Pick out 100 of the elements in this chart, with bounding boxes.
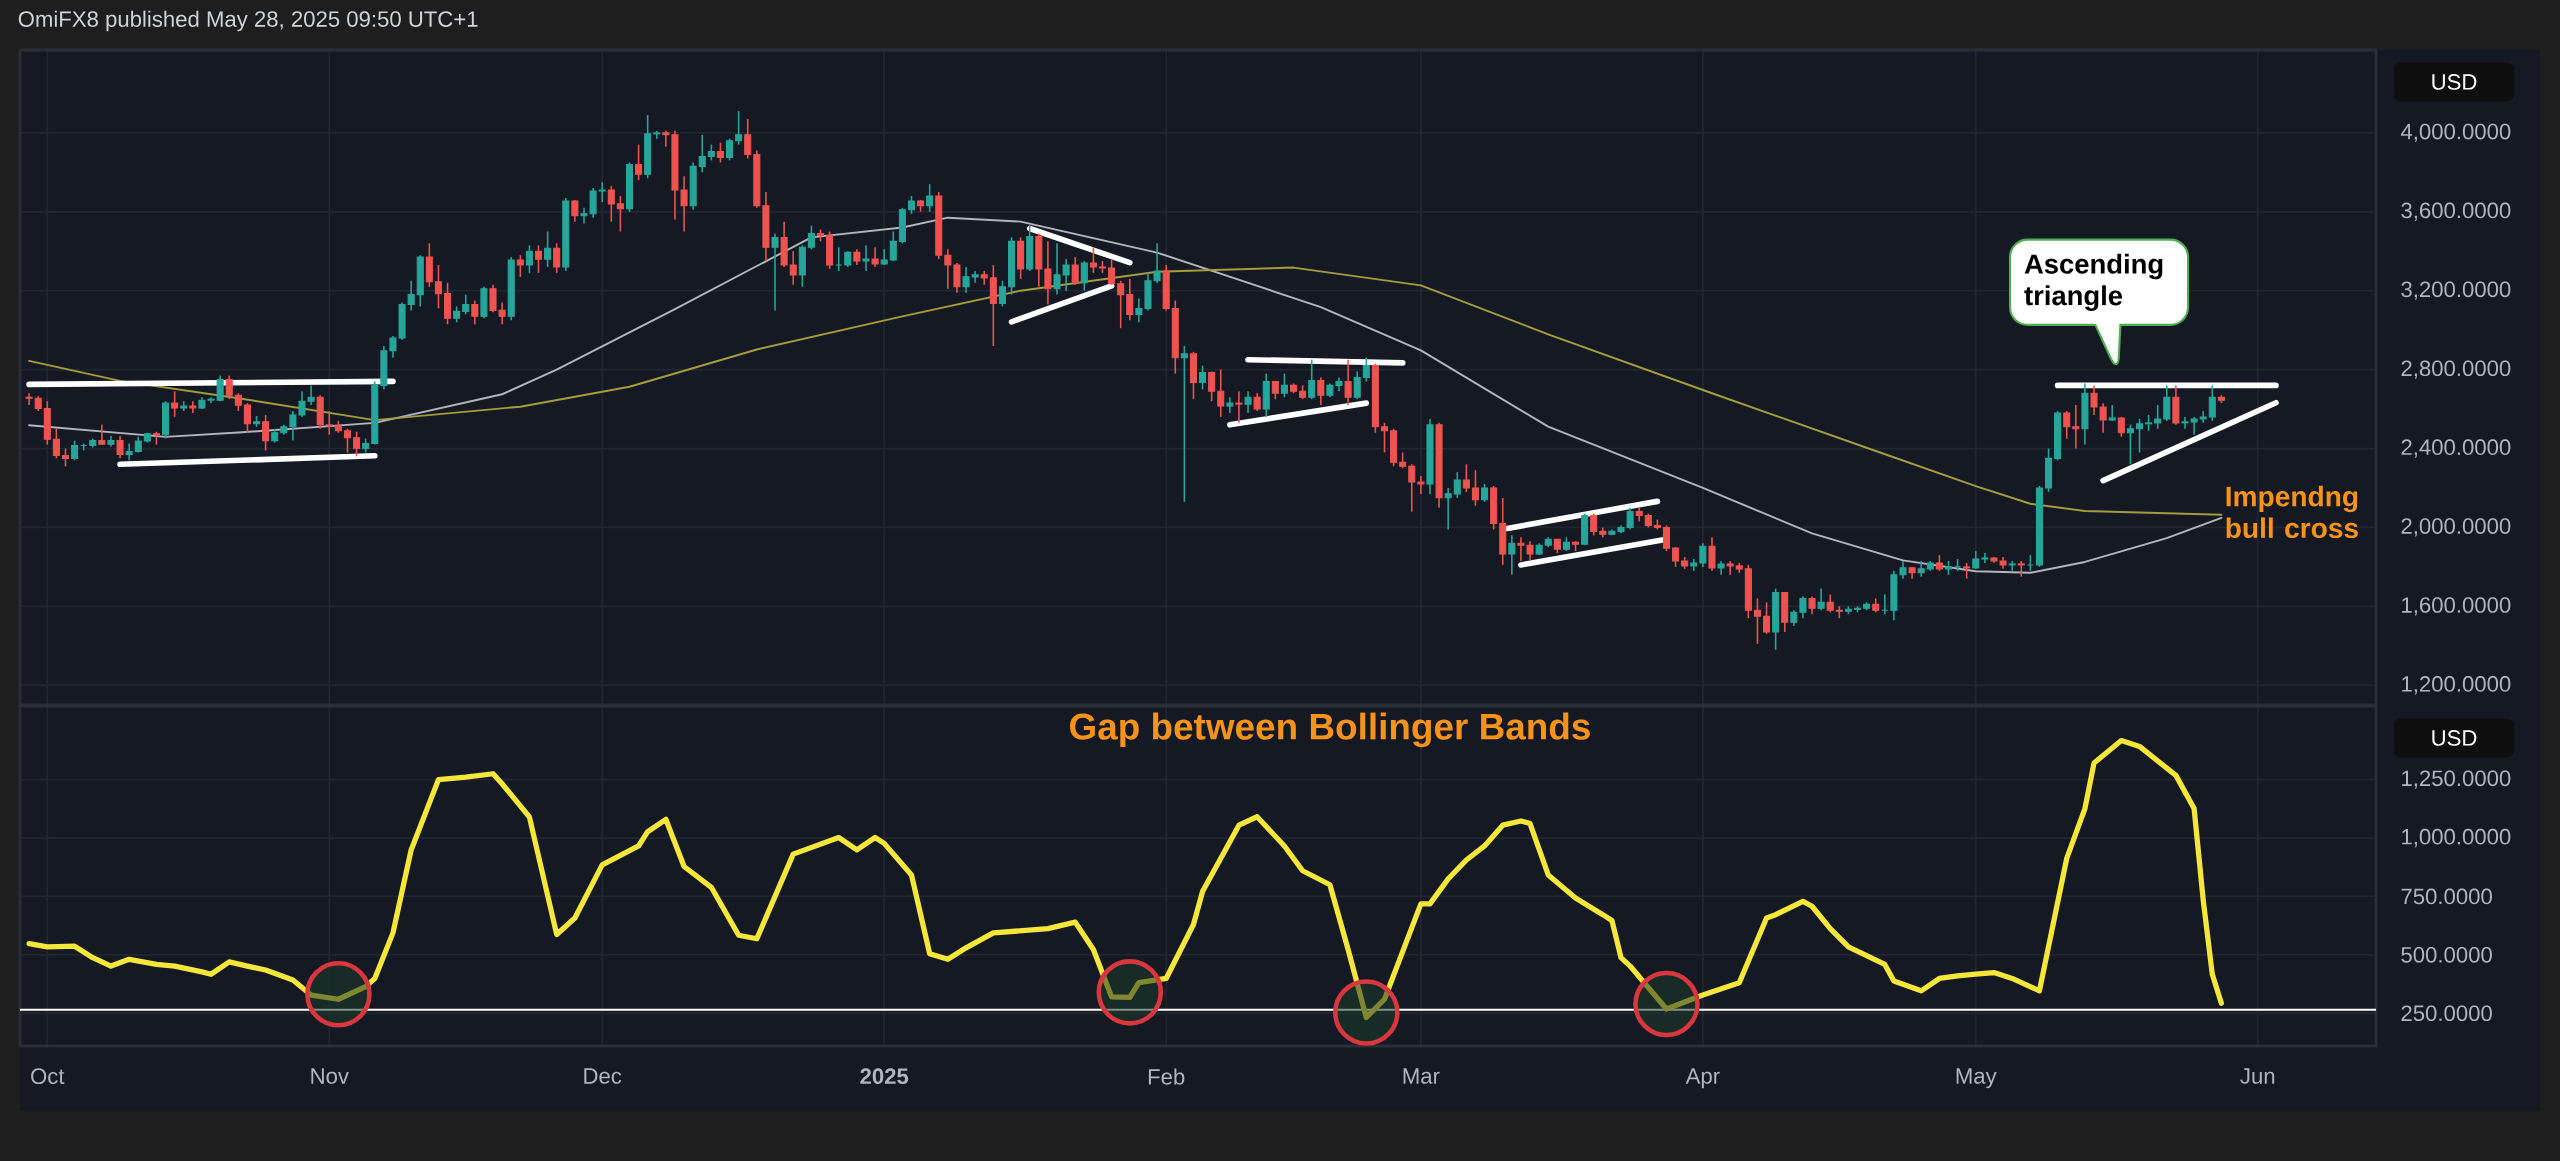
x-tick-label: Dec bbox=[584, 1068, 622, 1084]
x-tick-label: Nov bbox=[311, 1068, 349, 1084]
candlestick bbox=[71, 439, 79, 462]
candlestick bbox=[525, 244, 533, 274]
candlestick bbox=[1817, 587, 1825, 612]
candlestick bbox=[726, 137, 734, 162]
candlestick bbox=[516, 254, 524, 278]
candlestick bbox=[1308, 358, 1316, 400]
candlestick bbox=[434, 264, 442, 310]
candlestick bbox=[2135, 418, 2144, 454]
y-axis-title: USD bbox=[2432, 74, 2477, 90]
candlestick bbox=[807, 224, 815, 251]
candlestick bbox=[1444, 487, 1452, 531]
candlestick bbox=[1235, 390, 1243, 424]
candlestick bbox=[1508, 534, 1516, 576]
candlestick bbox=[1199, 364, 1207, 391]
y-tick-label: 4,000.0000 bbox=[2400, 123, 2511, 142]
candlestick bbox=[1753, 597, 1761, 645]
candlestick bbox=[1662, 524, 1671, 552]
candlestick bbox=[1180, 345, 1188, 503]
candlestick bbox=[52, 427, 60, 460]
x-tick-label: Oct bbox=[31, 1068, 65, 1085]
candlestick bbox=[862, 244, 870, 272]
candlestick bbox=[462, 293, 470, 316]
y-axis-title: USD bbox=[2432, 730, 2477, 746]
y-tick-label: 2,400.0000 bbox=[2401, 439, 2511, 458]
candlestick bbox=[735, 110, 743, 146]
y-tick-label: 1,200.0000 bbox=[2402, 676, 2511, 695]
candlestick bbox=[353, 430, 361, 458]
candlestick bbox=[1080, 260, 1088, 292]
candlestick bbox=[789, 250, 797, 286]
candlestick bbox=[926, 183, 934, 213]
candlestick bbox=[698, 134, 706, 174]
candlestick bbox=[871, 246, 879, 268]
candlestick bbox=[2072, 404, 2080, 450]
candlestick bbox=[1126, 278, 1134, 322]
candlestick bbox=[716, 141, 724, 164]
candlestick bbox=[1672, 546, 1680, 568]
candlestick bbox=[1208, 370, 1216, 402]
candlestick bbox=[243, 402, 251, 434]
candlestick bbox=[1317, 376, 1325, 406]
line-series bbox=[28, 216, 2223, 574]
y-tick-label: 250.0000 bbox=[2401, 1005, 2492, 1022]
candlestick bbox=[2017, 560, 2025, 578]
y-tick-label: 2,800.0000 bbox=[2401, 360, 2511, 379]
candlestick bbox=[25, 392, 33, 406]
candlestick bbox=[534, 244, 543, 274]
candlestick bbox=[544, 230, 552, 268]
x-tick-label: 2025 bbox=[860, 1068, 909, 1085]
x-tick-label: Feb bbox=[1148, 1068, 1185, 1085]
candlestick bbox=[1244, 390, 1252, 414]
candlestick bbox=[407, 280, 415, 312]
candlestick bbox=[225, 374, 233, 400]
candlestick bbox=[1708, 536, 1716, 572]
y-tick-label: 2,000.0000 bbox=[2401, 518, 2511, 537]
y-tick-label: 500.0000 bbox=[2401, 946, 2492, 963]
candlestick bbox=[116, 434, 124, 460]
candlestick bbox=[1590, 512, 1598, 537]
candlestick bbox=[835, 246, 843, 272]
candlestick bbox=[635, 143, 643, 181]
candlestick bbox=[553, 242, 561, 274]
candlestick bbox=[1380, 422, 1389, 454]
candlestick bbox=[1726, 560, 1734, 576]
candlestick bbox=[889, 230, 897, 262]
candlestick bbox=[607, 185, 615, 223]
y-tick-label: 1,250.0000 bbox=[2402, 770, 2511, 789]
candlestick bbox=[1417, 475, 1425, 495]
x-tick-label: Mar bbox=[1403, 1068, 1440, 1084]
chart-title: OmiFX8 published May 28, 2025 09:50 UTC+1 bbox=[18, 10, 478, 32]
y-tick-label: 3,200.0000 bbox=[2401, 281, 2511, 300]
candlestick bbox=[1280, 372, 1288, 399]
x-tick-label: Apr bbox=[1685, 1068, 1720, 1089]
chart-title: Gap between Bollinger Bands bbox=[1070, 712, 1590, 748]
candlestick bbox=[1344, 358, 1352, 406]
candlestick bbox=[2154, 404, 2162, 430]
candlestick bbox=[1108, 258, 1116, 286]
candlestick bbox=[98, 424, 106, 446]
candlestick bbox=[2108, 404, 2116, 422]
candlestick bbox=[1462, 463, 1470, 493]
candlestick bbox=[262, 414, 270, 452]
x-tick-label: Jun bbox=[2240, 1068, 2275, 1084]
candlestick bbox=[1408, 463, 1416, 513]
candlestick bbox=[2208, 384, 2216, 422]
candlestick bbox=[744, 118, 752, 160]
candlestick bbox=[1217, 368, 1225, 418]
candlestick bbox=[616, 195, 624, 233]
y-tick-label: 3,600.0000 bbox=[2401, 202, 2511, 221]
candlestick bbox=[1044, 240, 1052, 306]
candlestick bbox=[1699, 542, 1707, 568]
candlestick bbox=[1117, 280, 1125, 329]
candlestick bbox=[171, 390, 179, 418]
y-tick-label: 1,000.0000 bbox=[2402, 828, 2511, 848]
candlestick bbox=[1471, 469, 1479, 507]
candlestick bbox=[2163, 384, 2171, 422]
candlestick bbox=[343, 427, 352, 454]
candlestick bbox=[1362, 356, 1370, 383]
candlestick bbox=[771, 232, 779, 312]
candlestick bbox=[1763, 601, 1771, 635]
candlestick bbox=[598, 181, 606, 203]
candlestick bbox=[653, 130, 661, 140]
